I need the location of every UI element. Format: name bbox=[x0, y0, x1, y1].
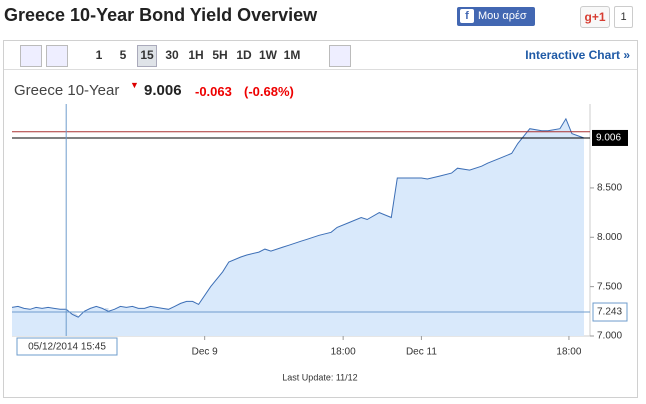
crosshair-value-box bbox=[592, 302, 628, 322]
quote-change-percent: (-0.68%) bbox=[244, 84, 294, 99]
last-value-box bbox=[592, 129, 628, 146]
interval-button[interactable]: 1H bbox=[188, 48, 204, 62]
interval-button[interactable]: 1M bbox=[283, 48, 301, 62]
x-tick-label: Dec 9 bbox=[192, 347, 219, 358]
down-arrow: ▼ bbox=[130, 80, 139, 90]
facebook-label: Μου αρέσ bbox=[478, 10, 527, 22]
quote-change: -0.063 bbox=[195, 84, 232, 99]
y-tick-label: 8.500 bbox=[597, 183, 622, 194]
last-value-label: 9.006 bbox=[596, 133, 621, 144]
x-tick-label: 18:00 bbox=[556, 347, 581, 358]
interval-button[interactable]: 1D bbox=[236, 48, 252, 62]
crosshair-date-label: 05/12/2014 15:45 bbox=[28, 342, 106, 353]
crosshair-date-box bbox=[16, 337, 118, 356]
facebook-like[interactable]: f Μου αρέσ bbox=[457, 7, 535, 26]
interval-button[interactable]: 5 bbox=[119, 48, 127, 62]
y-tick-label: 7.000 bbox=[597, 331, 622, 342]
interactive-chart-link[interactable]: Interactive Chart » bbox=[525, 48, 630, 62]
y-tick-label: 7.500 bbox=[597, 281, 622, 292]
crosshair-value-label: 7.243 bbox=[597, 307, 622, 318]
interval-button[interactable]: 15 bbox=[137, 45, 157, 67]
interval-button[interactable]: 30 bbox=[165, 48, 179, 62]
page-title: Greece 10-Year Bond Yield Overview bbox=[4, 5, 318, 25]
footer: Last Update: 11/12 bbox=[282, 372, 357, 382]
quote-name: Greece 10-Year bbox=[14, 82, 120, 99]
y-tick-label: 8.000 bbox=[597, 232, 622, 243]
chart-frame bbox=[3, 40, 638, 398]
interval-button[interactable]: 1W bbox=[259, 48, 277, 62]
area-fill bbox=[12, 118, 584, 336]
interval-button[interactable]: 1 bbox=[95, 48, 103, 62]
gplus-count: 1 bbox=[614, 6, 633, 28]
x-tick-label: 18:00 bbox=[331, 347, 356, 358]
gplus-button[interactable]: g+1 bbox=[580, 6, 610, 28]
quote-price: 9.006 bbox=[144, 82, 182, 99]
divider bbox=[4, 69, 637, 70]
settings-icon[interactable] bbox=[329, 45, 351, 67]
candle-icon[interactable] bbox=[20, 45, 42, 67]
x-tick-label: Dec 11 bbox=[406, 347, 437, 358]
line-icon[interactable] bbox=[46, 45, 68, 67]
interval-button[interactable]: 5H bbox=[212, 48, 228, 62]
